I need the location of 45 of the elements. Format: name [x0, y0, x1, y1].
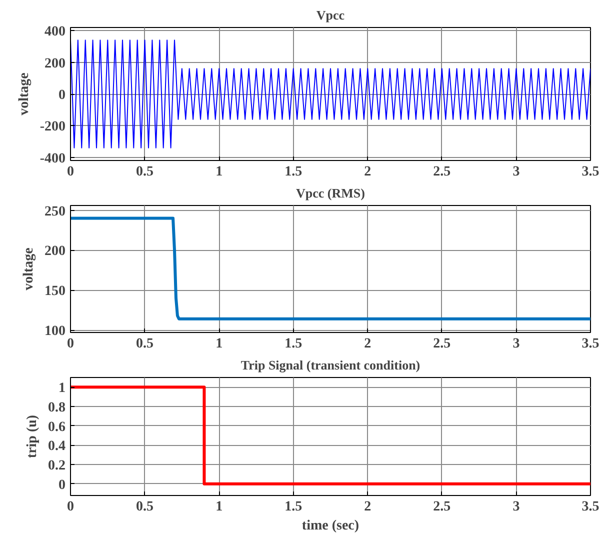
x-tick-label: 3	[512, 500, 520, 514]
x-tick-label: 2.5	[433, 164, 451, 180]
y-tick-label: 100	[44, 324, 66, 340]
line-series	[70, 40, 590, 148]
y-axis-title: trip (u)	[25, 414, 40, 458]
y-tick-label: 1	[58, 381, 66, 396]
x-axis-title: time (sec)	[302, 518, 360, 534]
x-tick-label: 1.5	[284, 164, 302, 180]
y-tick-label: 150	[44, 284, 66, 300]
x-tick-label: 2.5	[433, 336, 451, 352]
x-tick-label: 2	[364, 164, 372, 180]
y-tick-label: 0.2	[48, 458, 66, 474]
x-tick-label: 2	[364, 500, 372, 514]
x-tick-label: 1.5	[284, 336, 302, 352]
y-tick-label: 200	[44, 244, 66, 260]
y-tick-label: 0.8	[48, 400, 66, 416]
y-tick-label: -200	[40, 120, 66, 135]
x-tick-label: 1	[216, 336, 223, 352]
y-tick-label: 250	[44, 204, 66, 220]
x-tick-label: 3	[512, 336, 520, 352]
x-tick-label: 0.5	[136, 336, 154, 352]
x-tick-label: 3.5	[582, 500, 600, 514]
y-axis-title: voltage	[22, 248, 36, 290]
y-tick-label: 0	[58, 88, 66, 103]
y-tick-label: 0.4	[48, 439, 66, 454]
line-series	[70, 216, 590, 320]
x-tick-label: 1.5	[284, 500, 302, 514]
y-axis-title: voltage	[16, 72, 32, 116]
y-tick-label: -400	[40, 151, 66, 166]
x-tick-label: 1	[216, 500, 223, 514]
y-tick-label: 400	[44, 24, 66, 40]
x-tick-label: 3	[512, 164, 520, 180]
y-tick-label: 200	[44, 56, 66, 72]
x-tick-label: 1	[216, 164, 223, 180]
chart-title: Vpcc (RMS)	[296, 186, 365, 200]
x-tick-label: 0.5	[136, 164, 154, 180]
x-tick-label: 2.5	[433, 500, 451, 514]
chart-title: Vpcc	[316, 8, 345, 22]
x-tick-label: 0.5	[136, 500, 154, 514]
chart-title: Trip Signal (transient condition)	[240, 358, 420, 372]
x-tick-label: 3.5	[582, 164, 600, 180]
x-tick-label: 2	[364, 336, 372, 352]
y-tick-label: 0.6	[48, 420, 66, 435]
x-tick-label: 3.5	[582, 336, 600, 352]
y-tick-label: 0	[58, 478, 66, 493]
